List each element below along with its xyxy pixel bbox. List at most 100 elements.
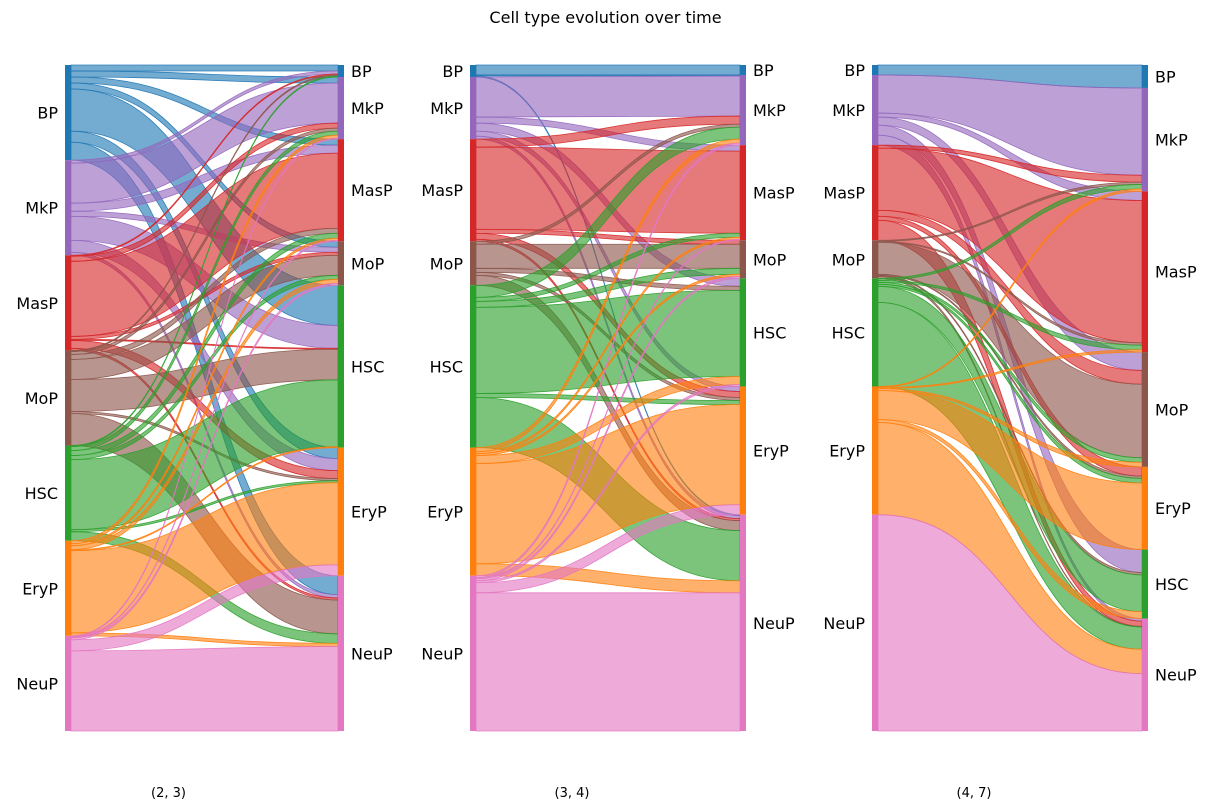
- right-node-label-MkP: MkP: [1155, 131, 1188, 150]
- left-node-MasP: [470, 139, 476, 242]
- right-node-MasP: [1142, 191, 1148, 353]
- right-node-label-MasP: MasP: [753, 184, 795, 203]
- right-node-label-NeuP: NeuP: [351, 644, 393, 663]
- right-node-label-NeuP: NeuP: [1155, 666, 1197, 685]
- left-node-MoP: [470, 241, 476, 286]
- right-node-label-HSC: HSC: [1155, 575, 1188, 594]
- left-node-label-BP: BP: [442, 62, 463, 81]
- left-node-label-EryP: EryP: [427, 503, 463, 522]
- right-node-label-MoP: MoP: [753, 250, 787, 269]
- left-node-MoP: [872, 240, 878, 279]
- right-node-MkP: [338, 77, 344, 140]
- right-node-BP: [338, 65, 344, 78]
- left-node-label-MasP: MasP: [421, 181, 463, 200]
- left-node-label-MoP: MoP: [25, 389, 59, 408]
- right-node-HSC: [1142, 549, 1148, 619]
- sankey-panel-2: BP MkP MasP MoP HSC EryP NeuP BP MkP MasP MoP HSC Er…: [421, 61, 795, 801]
- left-node-label-BP: BP: [37, 104, 58, 123]
- left-node-label-HSC: HSC: [25, 484, 58, 503]
- panel-label: (3, 4): [555, 786, 590, 801]
- left-node-label-NeuP: NeuP: [823, 614, 865, 633]
- right-node-label-MasP: MasP: [1155, 263, 1197, 282]
- sankey-panel-3: BP MkP MasP MoP HSC EryP NeuP BP MkP MasP MoP EryP H…: [823, 61, 1197, 801]
- left-node-label-EryP: EryP: [829, 442, 865, 461]
- flow-NeuP-to-NeuP: [475, 592, 741, 732]
- right-node-NeuP: [338, 575, 344, 731]
- right-node-NeuP: [1142, 618, 1148, 731]
- right-node-label-HSC: HSC: [351, 357, 384, 376]
- right-node-label-MasP: MasP: [351, 181, 393, 200]
- flow-NeuP-to-NeuP: [70, 646, 339, 732]
- flow-BP-to-BP: [70, 64, 339, 72]
- flow-NeuP-to-NeuP: [877, 514, 1143, 732]
- left-node-NeuP: [872, 514, 878, 731]
- left-node-MasP: [872, 145, 878, 241]
- right-node-BP: [740, 65, 746, 76]
- left-node-MkP: [872, 75, 878, 146]
- left-node-HSC: [470, 285, 476, 448]
- left-node-label-MoP: MoP: [430, 254, 464, 273]
- right-node-label-HSC: HSC: [753, 323, 786, 342]
- left-node-NeuP: [65, 635, 71, 731]
- left-node-label-MasP: MasP: [823, 184, 865, 203]
- left-node-MkP: [470, 77, 476, 140]
- sankey-flows: [475, 64, 741, 732]
- panel-label: (4, 7): [957, 786, 992, 801]
- left-node-EryP: [872, 386, 878, 515]
- flow-MkP-to-MkP: [475, 75, 741, 118]
- left-node-NeuP: [470, 575, 476, 731]
- right-node-MkP: [740, 75, 746, 146]
- flow-BP-to-BP: [475, 64, 741, 76]
- sankey-flows: [877, 64, 1143, 732]
- left-node-MasP: [65, 255, 71, 351]
- left-node-label-MkP: MkP: [25, 199, 58, 218]
- left-node-MkP: [65, 160, 71, 256]
- right-node-label-BP: BP: [351, 62, 372, 81]
- right-node-EryP: [740, 386, 746, 515]
- left-node-label-MoP: MoP: [832, 250, 866, 269]
- right-node-MkP: [1142, 87, 1148, 192]
- left-node-label-NeuP: NeuP: [421, 644, 463, 663]
- left-node-label-NeuP: NeuP: [16, 674, 58, 693]
- chart-title: Cell type evolution over time: [489, 8, 722, 27]
- right-node-MasP: [740, 145, 746, 241]
- right-node-label-MoP: MoP: [351, 254, 385, 273]
- left-node-label-MasP: MasP: [16, 294, 58, 313]
- sankey-flows: [70, 64, 339, 732]
- left-node-label-EryP: EryP: [22, 579, 58, 598]
- panel-label: (2, 3): [151, 786, 186, 801]
- left-node-label-MkP: MkP: [430, 99, 463, 118]
- left-node-label-HSC: HSC: [832, 323, 865, 342]
- left-node-label-BP: BP: [844, 61, 865, 80]
- left-node-HSC: [65, 445, 71, 541]
- right-node-HSC: [338, 285, 344, 448]
- right-node-label-EryP: EryP: [753, 442, 789, 461]
- right-node-EryP: [1142, 466, 1148, 550]
- sankey-panel-1: BP MkP MasP MoP HSC EryP NeuP BP MkP MasP MoP HSC Er…: [16, 62, 393, 801]
- right-node-label-EryP: EryP: [351, 503, 387, 522]
- left-node-EryP: [65, 540, 71, 636]
- right-node-label-MoP: MoP: [1155, 400, 1189, 419]
- left-node-BP: [872, 65, 878, 76]
- left-node-MoP: [65, 350, 71, 446]
- left-node-BP: [470, 65, 476, 78]
- flow-EryP-to-EryP: [877, 390, 1143, 550]
- right-node-MoP: [740, 240, 746, 279]
- right-node-MoP: [338, 241, 344, 286]
- left-node-BP: [65, 65, 71, 161]
- right-node-NeuP: [740, 514, 746, 731]
- right-node-label-BP: BP: [753, 61, 774, 80]
- right-node-label-MkP: MkP: [753, 101, 786, 120]
- left-node-label-HSC: HSC: [430, 357, 463, 376]
- right-node-BP: [1142, 65, 1148, 88]
- right-node-MoP: [1142, 352, 1148, 467]
- right-node-label-MkP: MkP: [351, 99, 384, 118]
- right-node-EryP: [338, 447, 344, 576]
- right-node-label-BP: BP: [1155, 67, 1176, 86]
- right-node-MasP: [338, 139, 344, 242]
- right-node-label-EryP: EryP: [1155, 499, 1191, 518]
- left-node-HSC: [872, 278, 878, 387]
- right-node-label-NeuP: NeuP: [753, 614, 795, 633]
- flow-MoP-to-MoP: [475, 243, 741, 269]
